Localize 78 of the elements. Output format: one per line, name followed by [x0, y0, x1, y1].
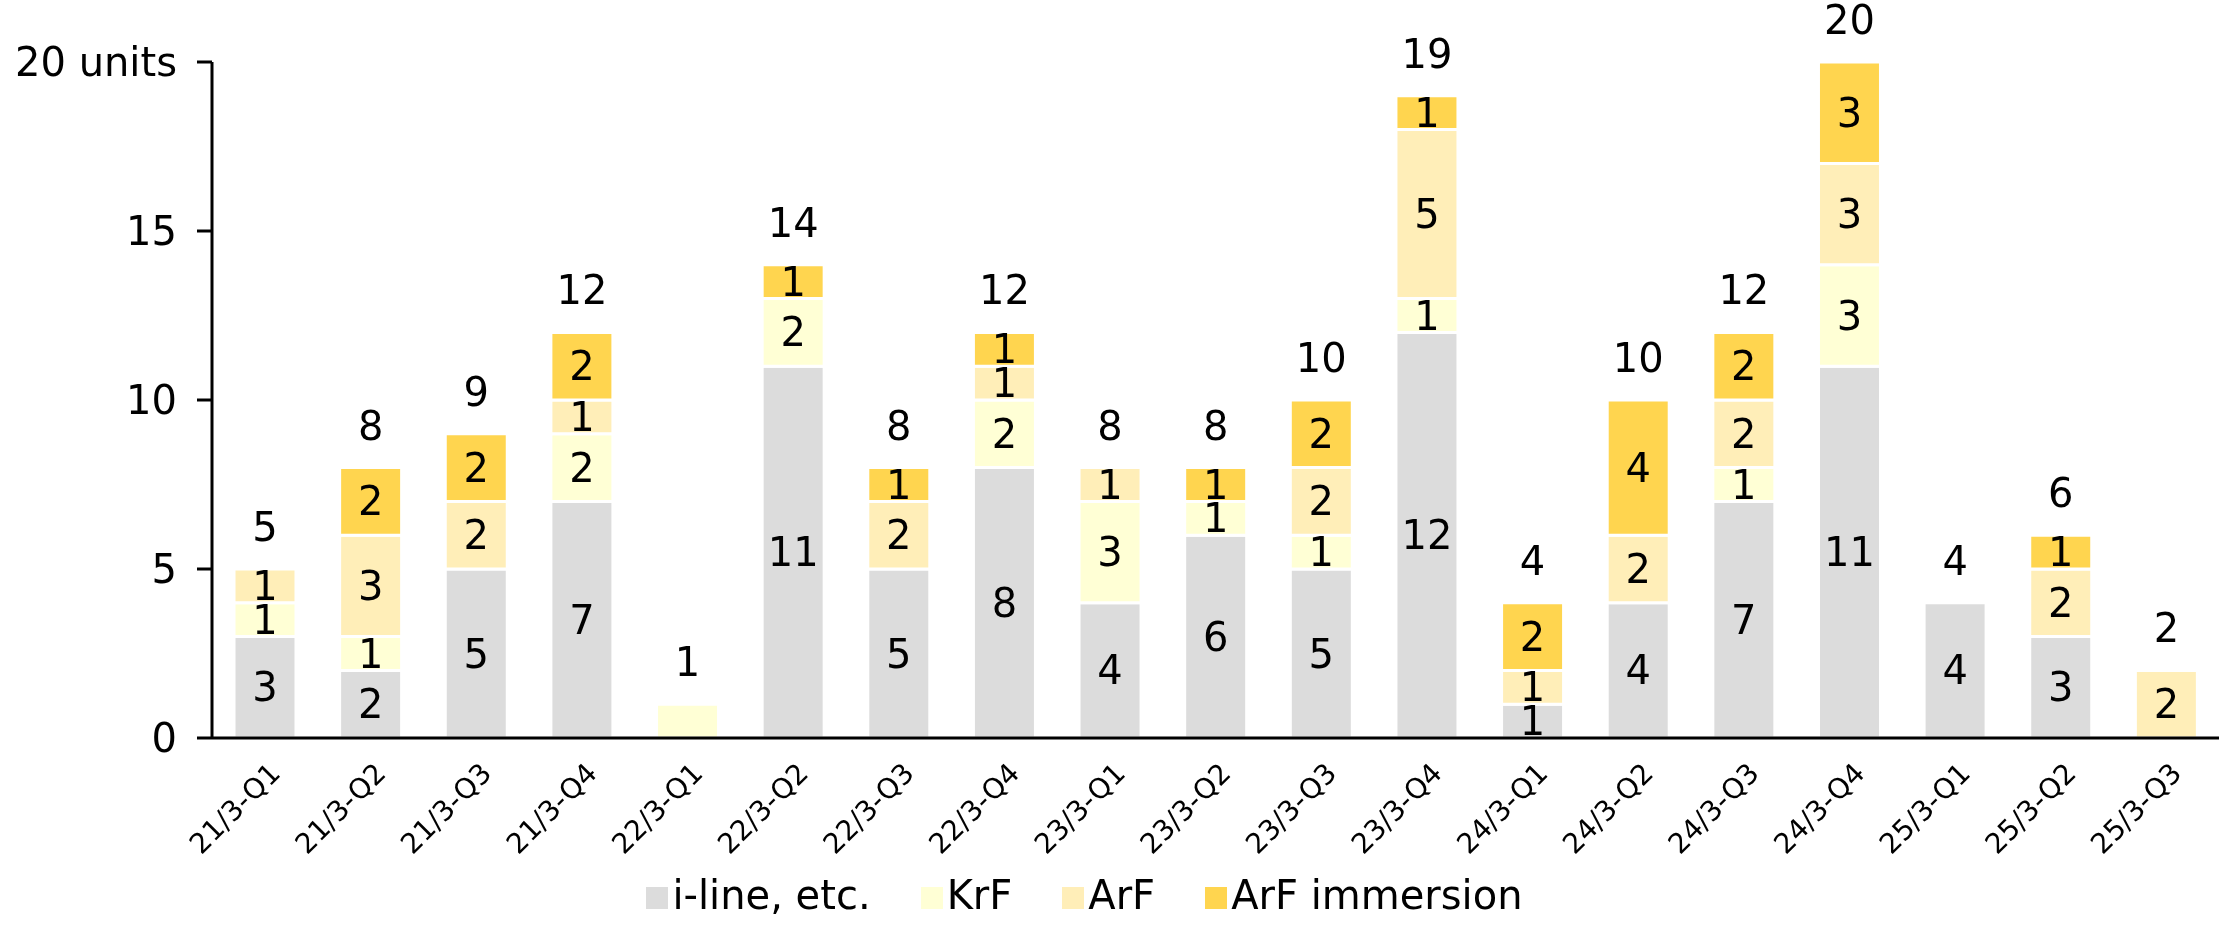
total-label: 14	[767, 199, 819, 246]
data-label: 3	[1097, 529, 1123, 576]
data-label: 2	[1625, 546, 1651, 592]
data-label: 6	[1202, 613, 1229, 660]
data-label: 4	[1625, 444, 1651, 491]
data-label: 8	[991, 579, 1018, 626]
data-label: 3	[2048, 664, 2074, 711]
data-label: 4	[1097, 647, 1123, 694]
total-label: 19	[1401, 30, 1453, 77]
total-label: 10	[1295, 335, 1347, 381]
data-label: 1	[1097, 461, 1123, 508]
data-label: 11	[767, 529, 819, 576]
data-label: 4	[1625, 647, 1651, 694]
data-label: 1	[1731, 461, 1757, 508]
total-label: 20	[1824, 0, 1875, 43]
data-label: 5	[463, 630, 489, 677]
y-tick-label: 10	[126, 377, 177, 424]
total-label: 12	[978, 267, 1030, 314]
data-label: 1	[1308, 529, 1335, 576]
data-label: 2	[1519, 613, 1546, 660]
data-label: 2	[357, 681, 384, 728]
data-label: 7	[569, 596, 595, 643]
total-label: 8	[1097, 402, 1123, 449]
data-label: 3	[252, 664, 278, 711]
total-label: 4	[1519, 537, 1546, 584]
data-label: 2	[1731, 410, 1757, 457]
total-label: 8	[886, 402, 912, 449]
data-label: 2	[357, 478, 384, 525]
legend-label: ArF	[1088, 872, 1156, 918]
data-label: 1	[886, 461, 912, 508]
data-label: 2	[569, 444, 595, 491]
data-label: 3	[1836, 89, 1863, 136]
y-tick-label: 0	[151, 715, 177, 762]
total-label: 10	[1612, 335, 1664, 381]
data-label: 1	[1414, 292, 1440, 339]
data-label: 3	[1836, 191, 1863, 238]
total-label: 12	[1718, 267, 1770, 314]
legend-label: i-line, etc.	[672, 872, 871, 918]
total-label: 6	[2048, 470, 2074, 517]
data-label: 2	[886, 512, 912, 559]
data-label: 5	[886, 630, 912, 677]
data-label: 2	[1308, 410, 1335, 457]
total-label: 9	[463, 368, 489, 415]
data-label: 2	[1308, 478, 1335, 525]
data-label: 1	[357, 630, 384, 677]
data-label: 2	[1731, 343, 1757, 390]
total-label: 2	[2153, 605, 2180, 652]
data-label: 3	[357, 562, 384, 609]
legend-label: ArF immersion	[1231, 872, 1523, 918]
total-label: 1	[674, 639, 701, 686]
data-label: 2	[2153, 681, 2180, 728]
total-label: 8	[1202, 402, 1229, 449]
data-label: 2	[569, 343, 595, 390]
data-label: 7	[1731, 596, 1757, 643]
data-label: 2	[463, 512, 489, 559]
y-tick-label: 5	[151, 546, 177, 593]
data-label: 12	[1401, 512, 1453, 559]
legend-label: KrF	[946, 872, 1013, 918]
total-label: 8	[357, 402, 384, 449]
data-label: 1	[2048, 529, 2074, 576]
data-label: 5	[1414, 191, 1440, 238]
data-label: 4	[1942, 647, 1968, 694]
total-label: 5	[252, 504, 278, 550]
data-label: 5	[1308, 630, 1335, 677]
y-tick-label: 15	[126, 208, 177, 255]
data-label: 2	[2048, 579, 2074, 626]
data-label: 1	[780, 258, 806, 305]
bar	[1922, 601, 1988, 738]
data-label: 1	[1414, 89, 1440, 136]
data-label: 3	[1836, 292, 1863, 339]
total-label: 12	[556, 267, 608, 314]
data-label: 1	[569, 393, 595, 440]
data-label: 11	[1824, 529, 1875, 576]
y-tick-label: 20 units	[15, 39, 177, 86]
data-label: 2	[463, 444, 489, 491]
data-label: 2	[780, 309, 806, 356]
data-label: 2	[991, 410, 1018, 457]
total-label: 4	[1942, 537, 1968, 584]
